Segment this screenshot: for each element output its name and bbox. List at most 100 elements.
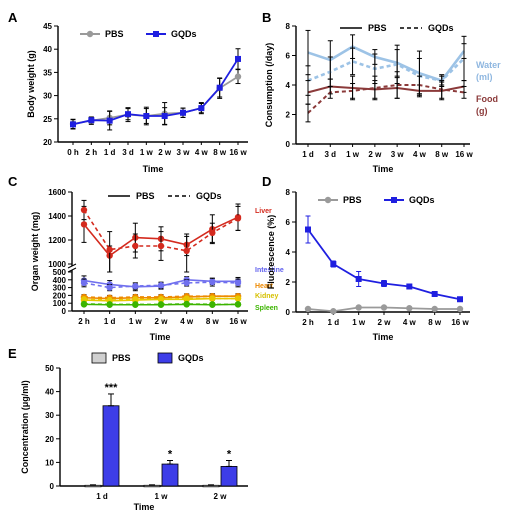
legend-marker [324,196,332,204]
data-point [157,301,165,308]
y-tick-label: 10 [45,458,54,467]
y-tick-label: 500 [53,268,67,277]
data-point [304,305,312,313]
y-tick-label: 0 [286,140,291,149]
x-tick-label: 0 h [67,148,79,157]
legend-label: GQDs [428,23,454,33]
x-tick-label: 1 w [129,317,143,326]
legend-label: PBS [343,195,362,205]
y-tick-label: 200 [53,291,67,300]
x-tick-label: 1 d [96,492,108,501]
legend-label: PBS [368,23,387,33]
data-point [106,246,113,253]
data-point [456,305,464,313]
data-point [234,279,242,287]
data-point [80,296,88,303]
x-tick-label: 2 w [214,492,228,501]
x-tick-label: 4 w [403,318,417,327]
panel-d: D 0 2 4 6 8 2 h 1 d 1 w 2 w 4 w 8 w 16 w Time Fluoresc… [262,174,470,342]
legend-label: PBS [136,191,155,201]
series-annotation: Water [476,60,501,70]
data-point [106,301,113,308]
series-line [307,84,465,114]
x-tick-label: 2 w [368,150,382,159]
legend-label: GQDs [196,191,222,201]
data-point [235,55,241,62]
data-point [88,117,95,124]
series-annotation: (ml) [476,72,493,82]
bar [220,466,238,487]
data-point [216,84,223,91]
data-point [183,279,190,287]
y-tick-label: 2 [286,111,291,120]
y-tick-label: 8 [286,188,291,197]
data-point [80,279,88,287]
x-tick-label: 4 w [195,148,209,157]
y-tick-label: 4 [286,248,291,257]
data-point [183,300,190,308]
legend-marker [391,197,397,203]
data-point [106,284,113,291]
y-tick-label: 6 [286,52,291,61]
data-point [305,226,311,233]
y-tick-label: 400 [53,276,67,285]
data-point [406,305,413,312]
data-point [183,295,190,302]
data-point [106,117,113,124]
data-point [406,283,413,290]
y-axis-label: Consumption (/day) [264,43,274,128]
data-point [180,109,186,116]
data-point [234,295,242,302]
data-point [143,113,150,120]
x-tick-label: 4 w [413,150,427,159]
x-tick-label: 8 w [213,148,227,157]
x-tick-label: 3 d [122,148,134,157]
data-point [355,276,362,282]
series-annotation: Food [476,94,498,104]
y-tick-label: 35 [43,68,52,77]
legend-label: GQDs [171,29,197,39]
series-line [307,45,466,83]
data-point [157,296,165,303]
y-tick-label: 8 [286,22,291,31]
panel-letter: C [8,174,18,189]
y-tick-label: 300 [53,284,67,293]
x-tick-label: 3 w [391,150,405,159]
x-tick-label: 1 d [104,148,116,157]
y-tick-label: 4 [286,81,291,90]
x-tick-label: 3 w [177,148,191,157]
y-axis-label: Organ weight (mg) [30,212,40,292]
data-point [161,113,168,120]
legend-marker [153,31,159,37]
x-tick-label: 2 w [155,317,169,326]
data-point [80,221,88,228]
y-tick-label: 100 [53,299,67,308]
significance-label: * [168,449,173,461]
y-tick-label: 1000 [48,260,66,269]
x-tick-label: 3 d [325,150,337,159]
x-tick-label: 1 w [140,148,154,157]
x-axis-label: Time [150,332,171,342]
data-point [80,206,88,214]
bar [161,463,179,487]
y-tick-label: 6 [286,218,291,227]
y-tick-label: 45 [43,22,52,31]
x-tick-label: 1 w [155,492,169,501]
y-tick-label: 40 [43,45,52,54]
panel-b: B 0 2 4 6 8 1 d 3 d 1 w 2 w 3 w 4 w 8 w 16 w Time Consu… [262,10,501,174]
data-point [381,280,387,287]
x-tick-label: 4 w [180,317,194,326]
panel-letter: B [262,10,271,25]
significance-label: * [227,449,232,461]
y-tick-label: 1600 [48,188,66,197]
x-tick-label: 1 w [346,150,360,159]
x-axis-label: Time [134,502,155,512]
series-annotation: Kidney [255,293,278,300]
x-axis-label: Time [373,164,394,174]
x-tick-label: 8 w [206,317,220,326]
data-point [209,278,216,286]
data-point [132,282,139,290]
x-tick-label: 1 d [302,150,314,159]
